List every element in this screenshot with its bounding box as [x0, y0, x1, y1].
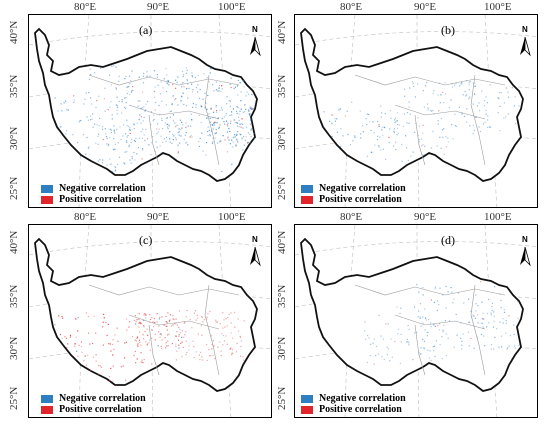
lon-tick-100-b: 100°E: [484, 1, 512, 13]
legend-item-negative: Negative correlation: [301, 183, 406, 194]
legend-label-negative: Negative correlation: [319, 183, 406, 194]
tibetan-plateau-outline-a: [34, 27, 258, 182]
north-arrow-c: N: [247, 235, 263, 269]
lon-tick-80-c: 80°E: [74, 211, 97, 223]
map-svg-b: [295, 15, 537, 207]
legend-item-positive: Positive correlation: [301, 404, 406, 415]
legend-d: Negative correlation Positive correlatio…: [301, 393, 406, 415]
north-arrow-icon: [250, 246, 261, 267]
lat-tick-30-d: 30°N: [276, 336, 288, 360]
map-panel-a: (a) N Negative correlation Positive corr…: [28, 14, 272, 208]
north-arrow-icon: [520, 246, 531, 267]
tibetan-plateau-outline-d: [300, 237, 524, 392]
north-arrow-b: N: [517, 25, 533, 59]
lon-tick-100-c: 100°E: [218, 211, 246, 223]
legend-label-negative: Negative correlation: [319, 393, 406, 404]
correlation-pixels-d: [363, 281, 521, 365]
map-svg-d: [295, 225, 537, 417]
correlation-pixels-b: [323, 80, 520, 166]
legend-c: Negative correlation Positive correlatio…: [41, 393, 146, 415]
legend-label-negative: Negative correlation: [59, 393, 146, 404]
panel-label-c: (c): [139, 233, 153, 247]
legend-item-negative: Negative correlation: [301, 393, 406, 404]
legend-swatch-positive: [301, 405, 313, 414]
correlation-pixels-a: [54, 65, 256, 173]
panel-label-a: (a): [139, 23, 153, 37]
lat-tick-25-b: 25°N: [276, 176, 288, 200]
lon-tick-100-d: 100°E: [484, 211, 512, 223]
lat-tick-35-a: 35°N: [8, 74, 20, 98]
map-panel-c: (c) N Negative correlation Positive corr…: [28, 224, 272, 418]
legend-a: Negative correlation Positive correlatio…: [41, 183, 146, 205]
lon-tick-90-b: 90°E: [414, 1, 437, 13]
lon-tick-100-a: 100°E: [218, 1, 246, 13]
legend-swatch-negative: [301, 394, 313, 403]
lat-tick-30-b: 30°N: [276, 126, 288, 150]
legend-item-positive: Positive correlation: [41, 194, 146, 205]
map-svg-c: [29, 225, 271, 417]
lat-tick-25-a: 25°N: [8, 176, 20, 200]
lon-tick-80-d: 80°E: [340, 211, 363, 223]
lat-tick-40-c: 40°N: [8, 230, 20, 254]
lon-tick-90-d: 90°E: [414, 211, 437, 223]
north-arrow-d: N: [517, 235, 533, 269]
lat-tick-25-d: 25°N: [276, 386, 288, 410]
legend-label-positive: Positive correlation: [59, 404, 142, 415]
map-svg-a: [29, 15, 271, 207]
lat-tick-40-d: 40°N: [276, 230, 288, 254]
correlation-pixels-c: [54, 310, 245, 387]
legend-b: Negative correlation Positive correlatio…: [301, 183, 406, 205]
legend-item-positive: Positive correlation: [301, 194, 406, 205]
north-arrow-icon: [250, 36, 261, 57]
lon-tick-80-a: 80°E: [74, 1, 97, 13]
lat-tick-25-c: 25°N: [8, 386, 20, 410]
north-arrow-letter: N: [522, 25, 528, 34]
tibetan-plateau-outline-b: [300, 27, 524, 182]
north-arrow-letter: N: [252, 235, 258, 244]
lat-tick-30-a: 30°N: [8, 126, 20, 150]
legend-item-positive: Positive correlation: [41, 404, 146, 415]
legend-label-negative: Negative correlation: [59, 183, 146, 194]
lat-tick-35-b: 35°N: [276, 74, 288, 98]
legend-swatch-negative: [41, 394, 53, 403]
lat-tick-35-c: 35°N: [8, 284, 20, 308]
north-arrow-letter: N: [522, 235, 528, 244]
legend-swatch-positive: [41, 195, 53, 204]
lon-tick-80-b: 80°E: [340, 1, 363, 13]
lat-tick-35-d: 35°N: [276, 284, 288, 308]
panel-label-d: (d): [441, 233, 455, 247]
legend-label-positive: Positive correlation: [59, 194, 142, 205]
lat-tick-40-b: 40°N: [276, 20, 288, 44]
legend-swatch-positive: [41, 405, 53, 414]
legend-item-negative: Negative correlation: [41, 393, 146, 404]
legend-label-positive: Positive correlation: [319, 194, 402, 205]
lat-tick-30-c: 30°N: [8, 336, 20, 360]
panel-label-b: (b): [441, 23, 455, 37]
map-panel-d: (d) N Negative correlation Positive corr…: [294, 224, 538, 418]
lon-tick-90-c: 90°E: [147, 211, 170, 223]
lat-tick-40-a: 40°N: [8, 20, 20, 44]
map-panel-b: (b) N Negative correlation Positive corr…: [294, 14, 538, 208]
north-arrow-letter: N: [252, 25, 258, 34]
north-arrow-a: N: [247, 25, 263, 59]
legend-swatch-positive: [301, 195, 313, 204]
north-arrow-icon: [520, 36, 531, 57]
legend-item-negative: Negative correlation: [41, 183, 146, 194]
legend-label-positive: Positive correlation: [319, 404, 402, 415]
legend-swatch-negative: [41, 184, 53, 193]
legend-swatch-negative: [301, 184, 313, 193]
lon-tick-90-a: 90°E: [147, 1, 170, 13]
